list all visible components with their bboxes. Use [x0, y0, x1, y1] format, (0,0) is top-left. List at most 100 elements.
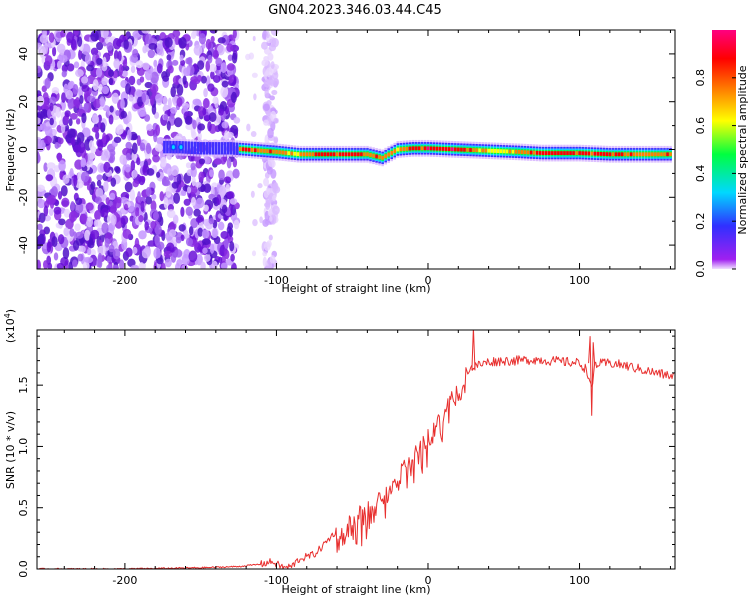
noise-blob	[63, 208, 71, 218]
noise-blob	[85, 202, 94, 211]
noise-blob	[213, 158, 222, 165]
noise-blob	[91, 114, 100, 125]
noise-blob	[150, 220, 157, 229]
noise-blob	[108, 149, 116, 158]
noise-blob	[215, 57, 223, 67]
noise-blob	[209, 63, 217, 73]
noise-blob	[112, 248, 121, 260]
noise-blob	[78, 49, 83, 61]
ridge-cell	[632, 152, 636, 157]
y-tick-label: 20	[17, 95, 30, 109]
noise-blob	[245, 53, 251, 61]
noise-blob	[84, 103, 89, 112]
noise-blob	[110, 204, 116, 214]
noise-blob	[73, 30, 79, 36]
ridge-cell	[608, 152, 612, 157]
x-tick-label: -200	[112, 574, 137, 587]
noise-blob	[160, 156, 167, 168]
noise-blob	[230, 253, 235, 262]
noise-blob	[184, 115, 193, 125]
ridge-cell	[499, 149, 503, 154]
noise-blob	[62, 174, 70, 185]
noise-blob	[69, 228, 75, 237]
noise-blob	[183, 198, 191, 206]
noise-blob	[203, 253, 211, 262]
noise-blob	[58, 218, 66, 226]
noise-blob	[187, 56, 193, 66]
ridge-cell	[663, 152, 666, 157]
noise-blob	[47, 194, 57, 205]
noise-blob	[128, 94, 134, 102]
noise-blob	[44, 55, 53, 66]
noise-blob	[224, 130, 229, 141]
ridge-cell	[669, 152, 672, 157]
ridge-cell	[484, 148, 487, 153]
noise-blob	[195, 197, 205, 209]
noise-blob	[159, 216, 164, 227]
noise-blob	[160, 262, 166, 269]
noise-blob	[221, 204, 228, 214]
noise-blob	[220, 62, 227, 74]
noise-blob	[181, 254, 190, 266]
noise-blob	[191, 176, 196, 187]
noise-blob	[60, 185, 68, 197]
noise-blob	[64, 110, 71, 118]
ridge-cell	[193, 141, 197, 155]
noise-blob	[208, 169, 214, 178]
spectrogram-ridge	[163, 138, 672, 167]
ridge-cell	[311, 152, 315, 157]
noise-blob	[120, 110, 128, 119]
noise-blob	[139, 142, 146, 152]
noise-blob	[152, 154, 160, 163]
ridge-cell	[323, 152, 327, 157]
noise-blob	[86, 95, 96, 103]
ridge-cell	[332, 152, 336, 157]
x-tick-label: 100	[569, 574, 590, 587]
noise-blob	[168, 229, 177, 237]
noise-blob	[273, 136, 279, 144]
noise-blob	[252, 218, 258, 227]
ridge-cell	[569, 151, 572, 155]
noise-blob	[202, 107, 207, 116]
ridge-cell	[611, 152, 615, 157]
noise-blob	[185, 123, 194, 130]
noise-blob	[218, 108, 224, 116]
noise-blob	[151, 193, 157, 200]
ridge-cell	[405, 146, 409, 151]
noise-blob	[209, 243, 215, 254]
noise-blob	[115, 166, 121, 174]
noise-blob	[193, 208, 201, 217]
noise-blob	[251, 250, 257, 257]
noise-blob	[180, 234, 185, 242]
y-tick-label: 0	[17, 146, 30, 153]
noise-blob	[270, 214, 277, 225]
noise-blob	[148, 42, 158, 50]
noise-blob	[220, 230, 229, 240]
noise-blob	[61, 92, 66, 103]
noise-blob	[142, 45, 148, 54]
ridge-cell	[493, 149, 497, 153]
noise-blob	[54, 141, 60, 149]
noise-blob	[141, 30, 151, 34]
noise-blob	[203, 218, 211, 227]
noise-blob	[97, 139, 104, 151]
noise-blob	[217, 37, 226, 44]
noise-blob	[163, 114, 169, 121]
noise-blob	[120, 215, 129, 225]
ridge-cell	[511, 149, 515, 154]
noise-blob	[131, 151, 138, 163]
ridge-cell	[275, 149, 278, 154]
y-tick-label: 40	[17, 47, 30, 61]
colorbar-gradient	[712, 30, 736, 269]
y-tick-label: 0.0	[17, 560, 30, 578]
noise-blob	[144, 221, 149, 231]
noise-blob	[218, 185, 227, 197]
noise-blob	[109, 192, 116, 201]
ridge-cell	[587, 151, 591, 156]
noise-blob	[163, 250, 173, 258]
noise-blob	[96, 57, 103, 66]
noise-blob	[80, 171, 90, 183]
noise-blob	[231, 52, 238, 64]
noise-blob	[74, 97, 81, 109]
noise-blob	[145, 142, 152, 155]
